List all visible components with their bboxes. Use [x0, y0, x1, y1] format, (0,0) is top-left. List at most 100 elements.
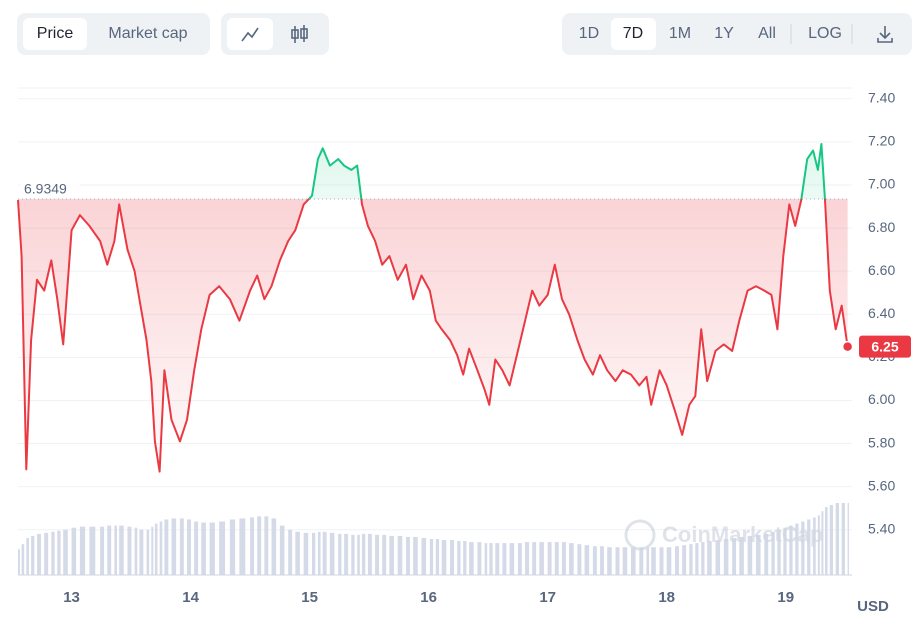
volume-bar [723, 539, 729, 575]
volume-bar [107, 525, 112, 575]
x-tick-label: 15 [301, 589, 318, 606]
volume-bar [532, 542, 537, 575]
volume-bar [646, 547, 650, 575]
y-tick-label: 5.80 [868, 434, 895, 450]
volume-bar [682, 545, 687, 575]
volume-bar [441, 540, 447, 575]
y-tick-label: 5.60 [868, 477, 895, 493]
volume-bar [764, 533, 769, 575]
volume-bar [825, 507, 828, 575]
range-button[interactable]: 1D [579, 25, 599, 42]
range-button[interactable]: All [758, 25, 776, 42]
x-tick-label: 17 [539, 589, 556, 606]
volume-bar [382, 534, 387, 575]
volume-bar [375, 534, 380, 575]
volume-bar [554, 542, 559, 575]
volume-bar [666, 547, 672, 575]
volume-bar [817, 515, 820, 575]
volume-bar [689, 544, 693, 575]
volume-bar [783, 527, 787, 575]
volume-bar [484, 543, 488, 575]
candle-icon[interactable] [291, 25, 308, 43]
volume-bar [829, 505, 834, 575]
range-button[interactable]: 1Y [714, 25, 734, 42]
volume-bar [450, 540, 454, 575]
volume-bar [114, 525, 118, 575]
volume-bar [37, 533, 41, 575]
volume-bar [119, 525, 124, 575]
volume-bar [847, 503, 849, 575]
volume-bar [457, 541, 461, 575]
price-tab[interactable]: Price [37, 25, 74, 42]
volume-bar [707, 541, 712, 575]
volume-bar [539, 542, 544, 575]
volume-bar [835, 503, 839, 575]
download-button[interactable] [877, 26, 893, 43]
toolbar: Price Market cap LOG [17, 13, 912, 55]
volume-bar [695, 543, 699, 575]
volume-bar [357, 534, 360, 575]
volume-bar [179, 518, 184, 575]
volume-bar [777, 529, 781, 575]
volume-bar [771, 531, 775, 575]
y-tick-label: 5.40 [868, 520, 895, 536]
volume-bar [469, 542, 474, 575]
active-tab [23, 18, 87, 50]
volume-bar [801, 521, 805, 575]
volume-bar [139, 529, 144, 575]
volume-bar [747, 535, 753, 575]
range-button[interactable]: 7D [623, 25, 643, 42]
volume-bar [607, 547, 612, 575]
range-button[interactable]: 1M [669, 25, 691, 42]
volume-bar [821, 511, 824, 575]
volume-bar [795, 523, 799, 575]
log-button[interactable]: LOG [808, 25, 842, 42]
volume-bar [813, 517, 816, 575]
volume-bar [44, 532, 49, 575]
volume-bar [841, 503, 845, 575]
market-cap-tab[interactable]: Market cap [108, 25, 187, 42]
unit-label: USD [857, 598, 889, 615]
volume-bar [219, 521, 226, 575]
price-line [17, 143, 849, 473]
volume-bar [807, 519, 811, 575]
volume-bar [239, 518, 246, 575]
volume-bar [344, 533, 349, 575]
volume-bar [509, 543, 515, 575]
volume-bar [569, 543, 574, 575]
volume-bar [630, 547, 636, 575]
volume-bar [615, 547, 620, 575]
volume-bar [288, 529, 293, 575]
y-tick-label: 6.40 [868, 305, 895, 321]
x-tick-label: 13 [63, 589, 80, 606]
volume-bar [421, 537, 427, 575]
volume-bar [279, 525, 285, 575]
baseline-label-bg [20, 181, 80, 198]
volume-bar [584, 545, 590, 575]
volume-bar [31, 535, 35, 575]
volume-bar [338, 533, 342, 575]
volume-bar [600, 546, 604, 575]
volume-bar [429, 539, 434, 575]
volume-bar [164, 519, 169, 575]
volume-bar [732, 537, 737, 575]
volume-bar [18, 549, 20, 575]
volume-bar [295, 531, 300, 575]
volume-bar [57, 530, 61, 575]
volume-bar [413, 536, 418, 575]
volume-bar [134, 527, 138, 575]
volume-bar [789, 525, 793, 575]
y-tick-label: 6.80 [868, 219, 895, 235]
baseline-label: 6.9349 [24, 181, 67, 197]
volume-bar [367, 533, 372, 575]
volume-bar [63, 529, 68, 575]
volume-bar [127, 526, 132, 575]
volume-bar [701, 542, 705, 575]
y-tick-label: 7.00 [868, 176, 895, 192]
volume-bar [51, 531, 55, 575]
volume-bar [489, 543, 493, 575]
volume-bar [264, 516, 269, 575]
volume-bar [495, 543, 500, 575]
volume-bar [201, 522, 206, 575]
x-tick-label: 18 [658, 589, 675, 606]
